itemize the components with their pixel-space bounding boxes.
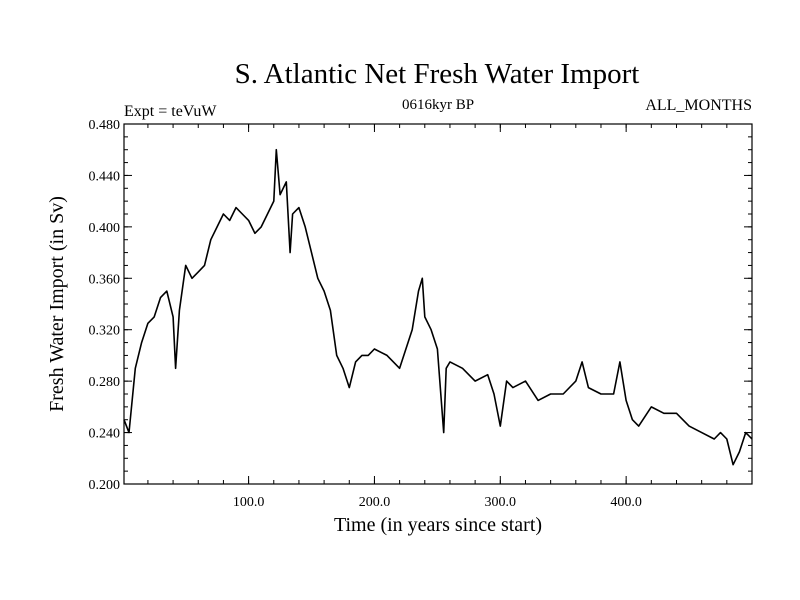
period-label: 0616kyr BP xyxy=(402,97,474,113)
y-tick-label: 0.400 xyxy=(89,221,121,236)
y-tick-label: 0.360 xyxy=(89,272,121,287)
y-tick-label: 0.280 xyxy=(89,375,121,390)
series-layer xyxy=(123,148,753,466)
y-tick-label: 0.320 xyxy=(89,324,121,339)
x-tick-label: 100.0 xyxy=(233,495,265,510)
y-axis-label: Fresh Water Import (in Sv) xyxy=(46,196,68,412)
y-tick-label: 0.480 xyxy=(89,118,121,133)
experiment-label: Expt = teVuW xyxy=(124,103,217,120)
chart-title: S. Atlantic Net Fresh Water Import xyxy=(235,58,640,90)
x-tick-label: 400.0 xyxy=(610,495,642,510)
x-tick-label: 200.0 xyxy=(359,495,391,510)
series-line xyxy=(123,148,753,466)
x-tick-label: 300.0 xyxy=(485,495,517,510)
tick-labels: 0.200 0.240 0.280 0.320 0.360 0.400 0.440 0.480… xyxy=(89,118,642,510)
y-tick-label: 0.440 xyxy=(89,169,121,184)
y-tick-label: 0.200 xyxy=(89,478,121,493)
months-label: ALL_MONTHS xyxy=(645,97,752,114)
plot-frame xyxy=(123,123,753,485)
x-axis-label: Time (in years since start) xyxy=(334,514,542,536)
y-tick-label: 0.240 xyxy=(89,427,121,442)
axis-ticks xyxy=(124,123,752,485)
